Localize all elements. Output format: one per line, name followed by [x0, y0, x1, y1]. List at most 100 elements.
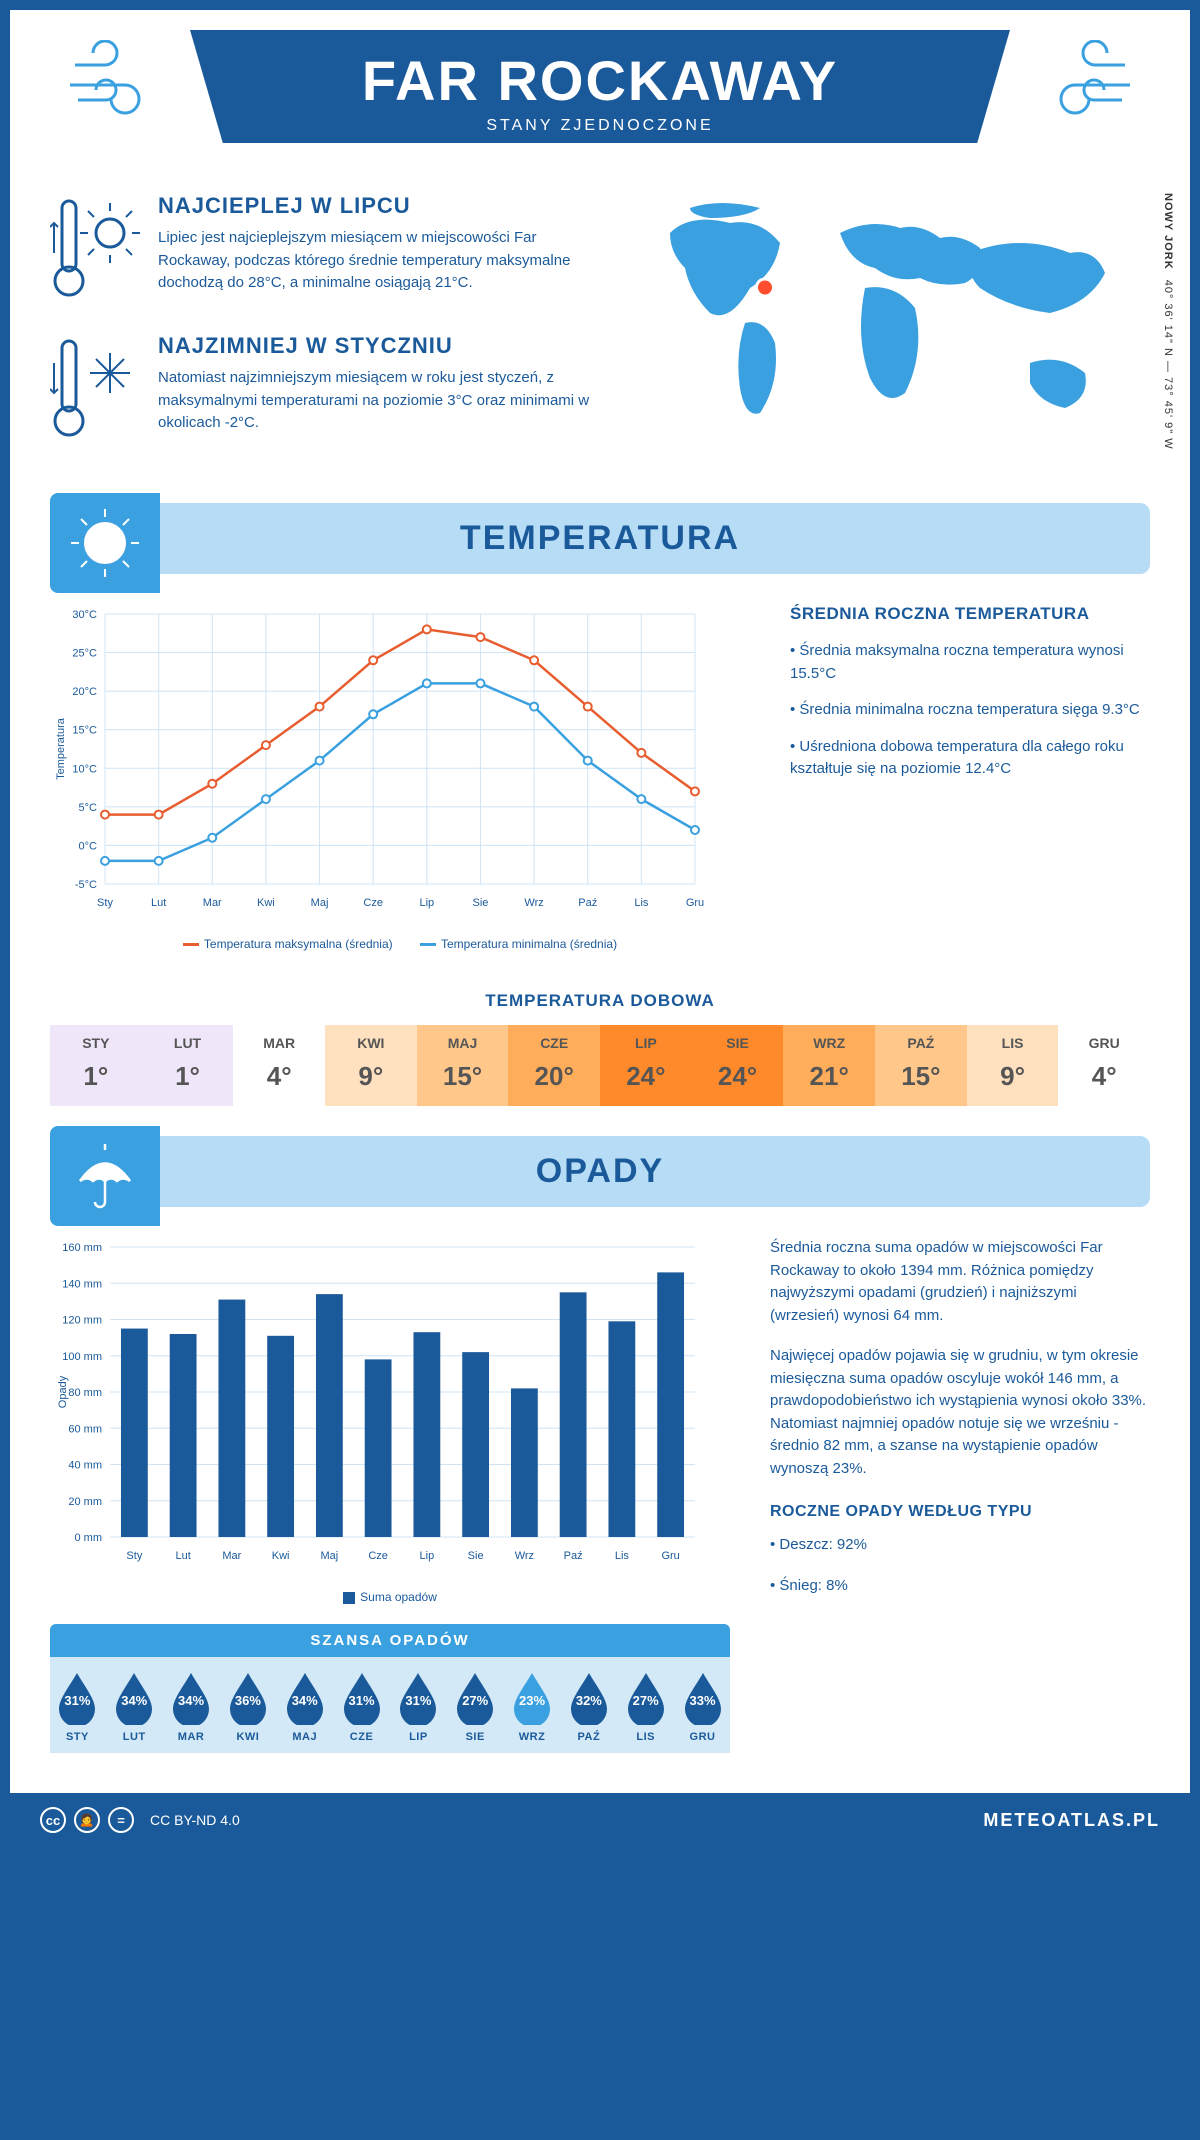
- drop-icon: 34%: [169, 1671, 213, 1725]
- precip-para-1: Średnia roczna suma opadów w miejscowośc…: [770, 1237, 1150, 1327]
- chance-month: GRU: [675, 1731, 730, 1743]
- drop-icon: 23%: [510, 1671, 554, 1725]
- daily-value: 20°: [508, 1061, 600, 1092]
- svg-text:140 mm: 140 mm: [62, 1278, 102, 1290]
- daily-cell: GRU4°: [1058, 1025, 1150, 1106]
- precip-para-2: Najwięcej opadów pojawia się w grudniu, …: [770, 1345, 1150, 1480]
- chance-value: 27%: [624, 1693, 668, 1708]
- svg-text:Cze: Cze: [363, 897, 383, 909]
- chance-month: KWI: [220, 1731, 275, 1743]
- svg-text:Lut: Lut: [175, 1550, 190, 1562]
- chance-month: MAR: [164, 1731, 219, 1743]
- temp-bullet: • Średnia minimalna roczna temperatura s…: [790, 699, 1150, 722]
- drop-icon: 32%: [567, 1671, 611, 1725]
- svg-text:Maj: Maj: [311, 897, 329, 909]
- svg-text:Sty: Sty: [126, 1550, 142, 1562]
- chance-cell: 34% MAJ: [277, 1671, 332, 1743]
- chance-cell: 31% STY: [50, 1671, 105, 1743]
- daily-cell: LUT1°: [142, 1025, 234, 1106]
- chance-cell: 27% LIS: [618, 1671, 673, 1743]
- legend-precip: Suma opadów: [343, 1590, 437, 1604]
- daily-value: 24°: [600, 1061, 692, 1092]
- drop-icon: 33%: [681, 1671, 725, 1725]
- svg-text:Lip: Lip: [420, 1550, 435, 1562]
- chance-value: 34%: [169, 1693, 213, 1708]
- legend-min: Temperatura minimalna (średnia): [420, 937, 617, 951]
- svg-text:Mar: Mar: [222, 1550, 241, 1562]
- daily-temp-row: STY1°LUT1°MAR4°KWI9°MAJ15°CZE20°LIP24°SI…: [50, 1025, 1150, 1106]
- daily-cell: LIS9°: [967, 1025, 1059, 1106]
- svg-text:Kwi: Kwi: [257, 897, 275, 909]
- daily-month: GRU: [1058, 1035, 1150, 1051]
- temperature-chart: -5°C0°C5°C10°C15°C20°C25°C30°CStyLutMarK…: [50, 604, 750, 951]
- license: cc 🙍 = CC BY-ND 4.0: [40, 1807, 240, 1833]
- daily-month: SIE: [692, 1035, 784, 1051]
- svg-text:20°C: 20°C: [72, 686, 97, 698]
- page-subtitle: STANY ZJEDNOCZONE: [190, 117, 1010, 135]
- daily-month: PAŹ: [875, 1035, 967, 1051]
- chance-month: STY: [50, 1731, 105, 1743]
- drop-icon: 31%: [340, 1671, 384, 1725]
- fact-cold-title: NAJZIMNIEJ W STYCZNIU: [158, 333, 600, 359]
- daily-month: KWI: [325, 1035, 417, 1051]
- umbrella-icon: [50, 1126, 160, 1226]
- chance-cell: 31% CZE: [334, 1671, 389, 1743]
- daily-cell: MAR4°: [233, 1025, 325, 1106]
- daily-month: WRZ: [783, 1035, 875, 1051]
- svg-text:0 mm: 0 mm: [75, 1532, 103, 1544]
- daily-value: 1°: [50, 1061, 142, 1092]
- chance-value: 31%: [340, 1693, 384, 1708]
- svg-text:Wrz: Wrz: [524, 897, 543, 909]
- chance-value: 34%: [112, 1693, 156, 1708]
- chance-title: SZANSA OPADÓW: [50, 1624, 730, 1657]
- chance-cell: 36% KWI: [220, 1671, 275, 1743]
- daily-cell: KWI9°: [325, 1025, 417, 1106]
- temp-bullet: • Uśredniona dobowa temperatura dla całe…: [790, 736, 1150, 781]
- precip-text: Średnia roczna suma opadów w miejscowośc…: [770, 1237, 1150, 1753]
- drop-icon: 27%: [453, 1671, 497, 1725]
- chance-value: 32%: [567, 1693, 611, 1708]
- temperature-section-head: TEMPERATURA: [50, 503, 1150, 574]
- drop-icon: 34%: [283, 1671, 327, 1725]
- svg-text:80 mm: 80 mm: [68, 1387, 102, 1399]
- svg-text:Gru: Gru: [661, 1550, 679, 1562]
- drop-icon: 31%: [396, 1671, 440, 1725]
- site-name: METEOATLAS.PL: [983, 1810, 1160, 1831]
- svg-text:Paź: Paź: [564, 1550, 583, 1562]
- header: FAR ROCKAWAY STANY ZJEDNOCZONE: [50, 10, 1150, 173]
- cc-icon: cc: [40, 1807, 66, 1833]
- precip-section-head: OPADY: [50, 1136, 1150, 1207]
- daily-value: 15°: [417, 1061, 509, 1092]
- temperature-block: -5°C0°C5°C10°C15°C20°C25°C30°CStyLutMarK…: [50, 604, 1150, 951]
- page: FAR ROCKAWAY STANY ZJEDNOCZONE NAJCIEPLE…: [0, 0, 1200, 1857]
- page-title: FAR ROCKAWAY: [190, 48, 1010, 113]
- chance-month: SIE: [448, 1731, 503, 1743]
- svg-text:Lis: Lis: [634, 897, 649, 909]
- drop-icon: 36%: [226, 1671, 270, 1725]
- chance-month: PAŹ: [561, 1731, 616, 1743]
- daily-value: 1°: [142, 1061, 234, 1092]
- svg-text:5°C: 5°C: [79, 802, 98, 814]
- chance-value: 33%: [681, 1693, 725, 1708]
- chance-value: 31%: [396, 1693, 440, 1708]
- daily-cell: PAŹ15°: [875, 1025, 967, 1106]
- daily-value: 9°: [967, 1061, 1059, 1092]
- daily-temp-title: TEMPERATURA DOBOWA: [50, 991, 1150, 1011]
- temperature-summary: ŚREDNIA ROCZNA TEMPERATURA • Średnia mak…: [790, 604, 1150, 951]
- world-map: NOWY JORK 40° 36' 14" N — 73° 45' 9" W: [630, 193, 1150, 473]
- svg-text:100 mm: 100 mm: [62, 1351, 102, 1363]
- temperature-title: TEMPERATURA: [50, 519, 1150, 558]
- precip-chart-area: 0 mm20 mm40 mm60 mm80 mm100 mm120 mm140 …: [50, 1237, 730, 1753]
- daily-cell: LIP24°: [600, 1025, 692, 1106]
- drop-icon: 31%: [55, 1671, 99, 1725]
- chance-cell: 32% PAŹ: [561, 1671, 616, 1743]
- chance-cell: 34% LUT: [107, 1671, 162, 1743]
- chance-cell: 31% LIP: [391, 1671, 446, 1743]
- svg-text:20 mm: 20 mm: [68, 1496, 102, 1508]
- chance-cell: 33% GRU: [675, 1671, 730, 1743]
- bytype-item: • Deszcz: 92%: [770, 1534, 1150, 1557]
- svg-text:Lut: Lut: [151, 897, 166, 909]
- chance-value: 27%: [453, 1693, 497, 1708]
- daily-cell: MAJ15°: [417, 1025, 509, 1106]
- svg-text:Cze: Cze: [368, 1550, 388, 1562]
